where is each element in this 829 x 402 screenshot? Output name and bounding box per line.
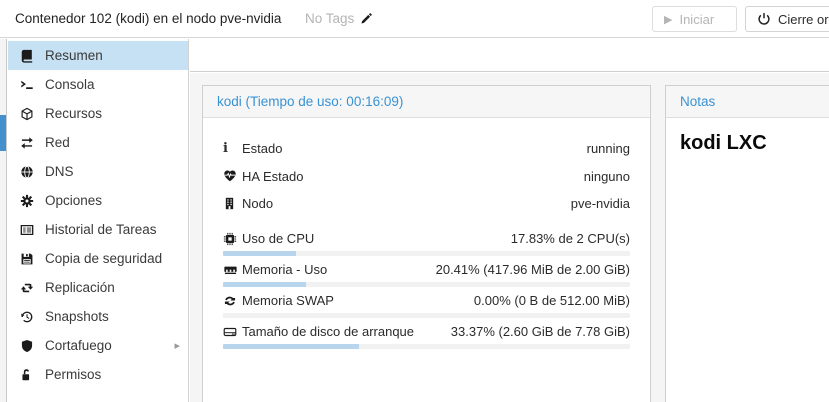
status-row-label: Memoria - Uso (242, 262, 328, 277)
retweet-icon (19, 281, 35, 295)
heartbeat-icon (223, 169, 242, 183)
book-icon (19, 49, 35, 63)
list-icon (19, 223, 35, 237)
sidebar-item-permisos[interactable]: Permisos (8, 360, 188, 389)
status-row-value: running (586, 141, 630, 157)
sidebar-item-label: Permisos (45, 367, 102, 382)
sidebar-item-label: DNS (45, 164, 74, 179)
tags-editor[interactable]: No Tags (305, 11, 373, 26)
tree-selected-marker (0, 115, 6, 151)
notes-content[interactable]: kodi LXC (666, 118, 829, 169)
pencil-icon (360, 12, 373, 25)
info-icon: i (223, 141, 228, 157)
status-row-value: 0.00% (0 B de 512.00 MiB) (473, 293, 630, 308)
status-row-label: Tamaño de disco de arranque (242, 324, 415, 339)
sidebar-item-label: Cortafuego (45, 338, 112, 353)
sidebar-item-red[interactable]: Red (8, 128, 188, 157)
status-row: HA Estado ninguno (223, 163, 630, 191)
sidebar-item-label: Copia de seguridad (45, 251, 163, 266)
progress-bar (223, 312, 630, 318)
status-row: Uso de CPU 17.83% de 2 CPU(s) (223, 227, 630, 251)
status-panel: kodi (Tiempo de uso: 00:16:09) i Estado ru… (202, 85, 651, 402)
progress-bar (223, 281, 630, 287)
row-group-gap (223, 218, 630, 227)
power-icon (757, 12, 771, 26)
disk-icon (223, 325, 242, 339)
sidebar-item-label: Opciones (45, 193, 103, 208)
status-row-value: 17.83% de 2 CPU(s) (510, 231, 630, 246)
resource-tree-edge (0, 39, 7, 402)
chevron-right-icon: ▸ (174, 340, 180, 352)
shutdown-button[interactable]: Cierre ordenado (745, 6, 829, 32)
exchange-icon (19, 136, 35, 150)
status-row-label: Estado (242, 141, 283, 157)
progress-bar-fill (223, 343, 359, 349)
sidebar-item-label: Replicación (45, 280, 115, 295)
status-row-label: Uso de CPU (242, 231, 315, 246)
progress-bar (223, 250, 630, 256)
memory-icon (223, 263, 242, 277)
gear-icon (19, 194, 35, 208)
globe-icon (19, 165, 35, 179)
progress-bar (223, 343, 630, 349)
status-row: Memoria - Uso 20.41% (417.96 MiB de 2.00 … (223, 258, 630, 282)
page-title: Contenedor 102 (kodi) en el nodo pve-nvi… (15, 11, 282, 26)
sidebar-item-copia-de-seguridad[interactable]: Copia de seguridad (8, 244, 188, 273)
status-row: Memoria SWAP 0.00% (0 B de 512.00 MiB) (223, 289, 630, 313)
notes-panel: Notas kodi LXC (665, 85, 829, 402)
status-row-value: 20.41% (417.96 MiB de 2.00 GiB) (435, 262, 630, 277)
status-row-value: ninguno (583, 168, 630, 184)
start-button[interactable]: ▶ Iniciar (652, 6, 737, 32)
sidebar: Resumen Consola Recursos Red DNS Opciones Hist… (8, 39, 189, 402)
sidebar-item-recursos[interactable]: Recursos (8, 99, 188, 128)
terminal-icon (19, 78, 35, 92)
sidebar-item-snapshots[interactable]: Snapshots (8, 302, 188, 331)
building-icon (223, 197, 242, 210)
history-icon (19, 310, 35, 324)
sidebar-item-label: Red (45, 135, 70, 150)
status-row-value: pve-nvidia (570, 196, 630, 212)
swap-icon (223, 294, 242, 308)
cpu-icon (223, 232, 242, 246)
progress-bar-fill (223, 250, 296, 256)
status-row: Nodo pve-nvidia (223, 190, 630, 218)
content-toolbar (190, 39, 829, 72)
status-row-label: Nodo (242, 196, 274, 212)
sidebar-item-label: Recursos (45, 106, 103, 121)
status-row-label: Memoria SWAP (242, 293, 334, 308)
status-rows: i Estado running HA Estado ninguno Nodo pve-nv… (203, 118, 650, 349)
shield-icon (19, 339, 35, 353)
cube-icon (19, 107, 35, 121)
unlock-icon (19, 368, 35, 382)
sidebar-item-opciones[interactable]: Opciones (8, 186, 188, 215)
top-header: Contenedor 102 (kodi) en el nodo pve-nvi… (0, 0, 829, 38)
status-row-label: HA Estado (242, 168, 304, 184)
shutdown-button-label: Cierre ordenado (778, 11, 829, 27)
sidebar-item-label: Resumen (45, 48, 103, 63)
sidebar-item-dns[interactable]: DNS (8, 157, 188, 186)
tags-label: No Tags (305, 11, 355, 26)
sidebar-item-replicaci-n[interactable]: Replicación (8, 273, 188, 302)
sidebar-item-resumen[interactable]: Resumen (8, 41, 188, 70)
floppy-icon (19, 252, 35, 266)
sidebar-item-label: Historial de Tareas (45, 222, 157, 237)
sidebar-item-cortafuego[interactable]: Cortafuego ▸ (8, 331, 188, 360)
sidebar-item-label: Snapshots (45, 309, 109, 324)
sidebar-item-historial-de-tareas[interactable]: Historial de Tareas (8, 215, 188, 244)
play-icon: ▶ (664, 13, 673, 26)
status-row: Tamaño de disco de arranque 33.37% (2.60 … (223, 320, 630, 344)
status-row-value: 33.37% (2.60 GiB de 7.78 GiB) (450, 324, 630, 339)
start-button-label: Iniciar (679, 11, 715, 27)
status-panel-title: kodi (Tiempo de uso: 00:16:09) (203, 86, 650, 118)
progress-bar-fill (223, 281, 307, 287)
sidebar-item-consola[interactable]: Consola (8, 70, 188, 99)
sidebar-item-label: Consola (45, 77, 95, 92)
notes-panel-title: Notas (666, 86, 829, 118)
status-row: i Estado running (223, 135, 630, 163)
notes-heading: kodi LXC (680, 132, 767, 154)
